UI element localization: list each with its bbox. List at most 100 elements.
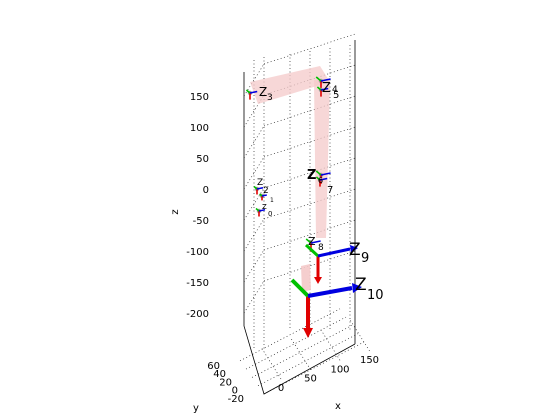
frame-label-6: Z 6 bbox=[307, 168, 323, 185]
y-axis-arrow bbox=[315, 176, 321, 181]
frame-7-triad bbox=[315, 176, 328, 187]
svg-text:Z: Z bbox=[349, 240, 361, 260]
z-axis-arrow bbox=[319, 177, 328, 181]
y-axis-arrow bbox=[259, 193, 263, 197]
svg-text:4: 4 bbox=[332, 85, 338, 95]
frame-label-0: Z 0 bbox=[262, 203, 272, 218]
grid-line bbox=[349, 318, 370, 352]
x-arrow-head bbox=[314, 277, 322, 284]
svg-text:Z: Z bbox=[262, 203, 267, 211]
grid-lines bbox=[239, 33, 370, 395]
frame-3-triad bbox=[245, 89, 258, 100]
frame-label-8: Z 8 bbox=[308, 235, 324, 253]
frame-label-4: Z 4 bbox=[322, 81, 338, 96]
frame-0-triad bbox=[255, 207, 266, 217]
svg-text:2: 2 bbox=[263, 186, 269, 196]
grid-line bbox=[243, 280, 265, 314]
z-tick-label: 0 bbox=[203, 185, 209, 196]
grid-line bbox=[263, 341, 365, 395]
y-axis-arrow bbox=[253, 185, 258, 190]
z-axis-arrow bbox=[317, 247, 351, 258]
grid-line bbox=[263, 33, 356, 65]
z-tick-label: -150 bbox=[186, 278, 209, 289]
y-tick-label: 40 bbox=[213, 369, 226, 380]
z-axis-arrow bbox=[258, 208, 266, 212]
z-tick-label: -200 bbox=[186, 309, 209, 320]
frame-label-7: 7 bbox=[327, 185, 333, 196]
grid-line bbox=[245, 316, 347, 370]
z-axis-arrow bbox=[320, 78, 331, 82]
frame-labels: Z 3 Z 4 5 Z 2 1 Z 0 Z 6 7 Z 8 bbox=[257, 81, 384, 303]
x-tick-label: 150 bbox=[360, 355, 379, 366]
z-axis-arrow bbox=[249, 90, 258, 94]
x-tick-label: 50 bbox=[304, 374, 317, 385]
axes-box bbox=[243, 40, 356, 395]
robot-links bbox=[250, 66, 330, 292]
grid-line bbox=[263, 95, 356, 127]
z-axis-arrow bbox=[256, 186, 264, 190]
x-axis-label: x bbox=[335, 401, 341, 412]
y-axis-arrow bbox=[316, 86, 322, 91]
y-tick-label: 0 bbox=[232, 386, 238, 397]
frame-2-triad bbox=[253, 185, 264, 195]
grid-line bbox=[257, 333, 359, 386]
z-arrow-head bbox=[350, 245, 358, 253]
grid-line bbox=[239, 308, 341, 362]
svg-text:9: 9 bbox=[361, 251, 369, 266]
grid-line bbox=[263, 188, 356, 220]
svg-text:Z: Z bbox=[257, 178, 263, 188]
x-arrow-head bbox=[303, 328, 313, 338]
svg-text:Z: Z bbox=[307, 168, 316, 183]
link-vertical-arm bbox=[314, 80, 330, 238]
frame-6-triad bbox=[315, 170, 331, 184]
frame-9-triad bbox=[304, 243, 358, 284]
z-tick-labels: -200 -150 -100 -50 0 50 100 150 bbox=[186, 92, 209, 320]
frame-label-1: 1 bbox=[270, 197, 274, 204]
grid-line bbox=[290, 337, 311, 370]
z-axis-arrow bbox=[320, 172, 331, 176]
x-tick-labels: 0 50 100 150 bbox=[278, 355, 379, 394]
z-axis-arrow bbox=[261, 194, 267, 197]
y-axis-arrow bbox=[255, 207, 260, 212]
frame-5-triad bbox=[316, 86, 329, 97]
svg-text:3: 3 bbox=[267, 93, 273, 103]
frame-label-9: Z 9 bbox=[349, 240, 369, 266]
x-tick-label: 0 bbox=[278, 383, 284, 394]
z-tick-label: 150 bbox=[190, 92, 209, 103]
grid-line bbox=[319, 328, 341, 361]
y-tick-label: -20 bbox=[228, 394, 244, 405]
svg-text:Z: Z bbox=[322, 81, 331, 96]
y-axis-arrow bbox=[315, 76, 322, 82]
z-axis-arrow bbox=[310, 240, 321, 244]
frame-10-triad bbox=[290, 278, 362, 338]
svg-text:7: 7 bbox=[327, 185, 333, 196]
y-tick-label: 60 bbox=[207, 361, 220, 372]
z-axis-arrow bbox=[307, 286, 353, 298]
y-axis-arrow bbox=[305, 238, 312, 244]
y-axis-arrow bbox=[245, 89, 251, 94]
frame-label-3: Z 3 bbox=[259, 85, 273, 103]
frame-8-triad bbox=[305, 238, 321, 252]
y-axis-label: y bbox=[193, 403, 199, 414]
link-tool bbox=[301, 264, 311, 292]
frame-label-5: 5 bbox=[333, 90, 339, 101]
svg-text:0: 0 bbox=[268, 210, 272, 218]
y-axis-arrow bbox=[290, 278, 310, 298]
y-axis-arrow bbox=[315, 170, 322, 176]
y-tick-label: 20 bbox=[219, 377, 232, 388]
z-tick-label: -50 bbox=[193, 216, 209, 227]
svg-text:Z: Z bbox=[308, 235, 316, 248]
link-upper-arm bbox=[250, 66, 330, 104]
x-tick-label: 100 bbox=[330, 364, 349, 375]
z-tick-label: 100 bbox=[190, 123, 209, 134]
grid-line bbox=[263, 126, 356, 158]
svg-text:10: 10 bbox=[367, 288, 384, 303]
y-axis-arrow bbox=[304, 243, 320, 258]
coordinate-frames bbox=[245, 76, 362, 338]
z-tick-label: 50 bbox=[196, 154, 209, 165]
z-arrow-head bbox=[352, 283, 362, 293]
svg-text:Z: Z bbox=[259, 85, 267, 99]
svg-text:6: 6 bbox=[318, 176, 323, 185]
